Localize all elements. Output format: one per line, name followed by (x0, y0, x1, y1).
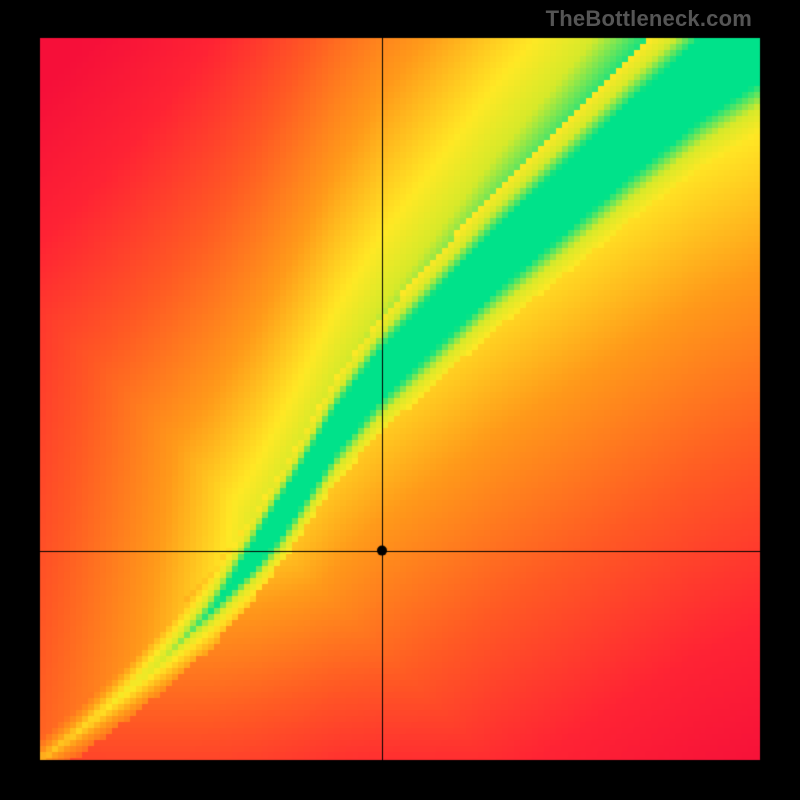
chart-container: { "attribution": { "text": "TheBottlenec… (0, 0, 800, 800)
attribution-label: TheBottleneck.com (546, 6, 752, 32)
bottleneck-heatmap (0, 0, 800, 800)
